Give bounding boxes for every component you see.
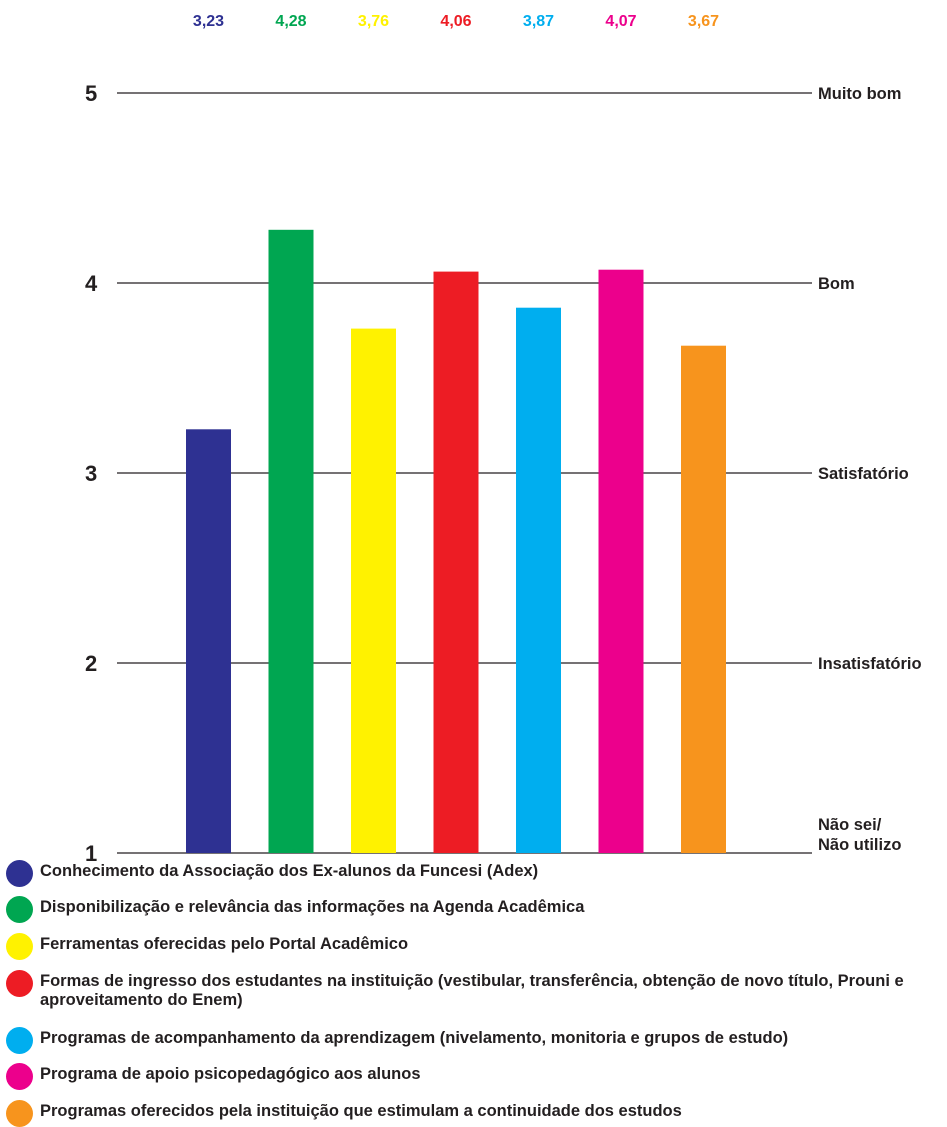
legend-item: Programas de acompanhamento da aprendiza… bbox=[6, 1027, 945, 1054]
value-label: 3,76 bbox=[358, 13, 389, 30]
rating-label-line: Não sei/ bbox=[818, 816, 882, 834]
value-label: 3,67 bbox=[688, 13, 719, 30]
legend-label: Disponibilização e relevância das inform… bbox=[40, 898, 585, 916]
bar-chart: 3,23 4,28 3,76 4,06 3,87 4,07 3,67 1 2 3 4 5 Não s… bbox=[85, 13, 922, 866]
legend-swatch-icon bbox=[6, 860, 33, 887]
legend-label: Programas oferecidos pela instituição qu… bbox=[40, 1102, 682, 1120]
y-tick-label: 1 bbox=[85, 841, 97, 866]
legend-swatch-icon bbox=[6, 896, 33, 923]
value-label: 3,87 bbox=[523, 13, 554, 30]
rating-labels: Não sei/Não utilizo Insatisfatório Satisfa… bbox=[818, 85, 922, 854]
legend-swatch-icon bbox=[6, 970, 33, 997]
value-label: 4,06 bbox=[440, 13, 471, 30]
legend-label: Programa de apoio psicopedagógico aos al… bbox=[40, 1065, 421, 1083]
legend-swatch-icon bbox=[6, 1100, 33, 1127]
rating-label: Bom bbox=[818, 275, 855, 293]
value-labels: 3,23 4,28 3,76 4,06 3,87 4,07 3,67 bbox=[193, 13, 719, 30]
bar bbox=[516, 307, 561, 853]
bar bbox=[598, 269, 644, 853]
legend-swatch-icon bbox=[6, 933, 33, 960]
rating-label: Muito bom bbox=[818, 85, 901, 103]
legend-item: Disponibilização e relevância das inform… bbox=[6, 896, 945, 923]
legend-item: Formas de ingresso dos estudantes na ins… bbox=[6, 970, 945, 1010]
rating-label: Não sei/Não utilizo bbox=[818, 816, 901, 854]
y-tick-label: 2 bbox=[85, 651, 97, 676]
rating-label-line: Não utilizo bbox=[818, 836, 901, 854]
legend-item: Programa de apoio psicopedagógico aos al… bbox=[6, 1063, 945, 1090]
y-tick-label: 5 bbox=[85, 81, 97, 106]
legend-label: Programas de acompanhamento da aprendiza… bbox=[40, 1029, 789, 1047]
bar bbox=[681, 345, 726, 853]
bar bbox=[186, 429, 231, 853]
value-label: 4,07 bbox=[605, 13, 636, 30]
y-tick-label: 3 bbox=[85, 461, 97, 486]
legend-label: Conhecimento da Associação dos Ex-alunos… bbox=[40, 862, 539, 880]
bars bbox=[186, 229, 726, 854]
legend-label: Ferramentas oferecidas pelo Portal Acadê… bbox=[40, 935, 409, 953]
value-label: 3,23 bbox=[193, 13, 224, 30]
value-label: 4,28 bbox=[275, 13, 306, 30]
bar bbox=[433, 271, 479, 854]
legend-item: Programas oferecidos pela instituição qu… bbox=[6, 1100, 945, 1127]
legend-swatch-icon bbox=[6, 1027, 33, 1054]
legend-item: Conhecimento da Associação dos Ex-alunos… bbox=[6, 860, 945, 887]
legend-swatch-icon bbox=[6, 1063, 33, 1090]
bar bbox=[268, 229, 314, 854]
bar bbox=[351, 328, 396, 854]
legend-item: Ferramentas oferecidas pelo Portal Acadê… bbox=[6, 933, 945, 960]
y-axis-ticks: 1 2 3 4 5 bbox=[85, 81, 98, 866]
y-tick-label: 4 bbox=[85, 271, 98, 296]
rating-label: Satisfatório bbox=[818, 465, 909, 483]
legend-label: Formas de ingresso dos estudantes na ins… bbox=[40, 972, 904, 1009]
rating-label: Insatisfatório bbox=[818, 655, 922, 673]
